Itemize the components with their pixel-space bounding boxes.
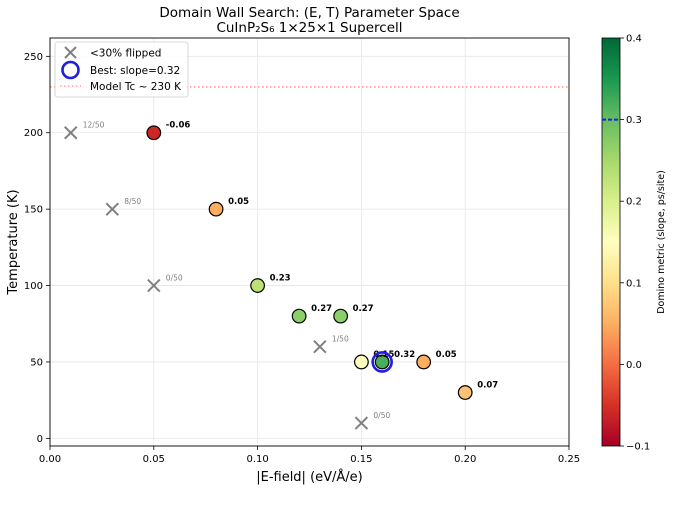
- x-tick-label: 0.20: [454, 454, 476, 465]
- flipped-value-label: 0.05: [436, 350, 457, 360]
- x-tick-label: 0.15: [350, 454, 372, 465]
- flipped-value-label: 0.27: [353, 304, 374, 314]
- flipped-point: [354, 354, 369, 370]
- legend-tc-label: Model Tc ~ 230 K: [90, 81, 182, 93]
- legend: <30% flipped Best: slope=0.32 Model Tc ~ 2…: [54, 41, 189, 98]
- flipped-value-label: 0.07: [477, 381, 498, 391]
- not-flipped-label: 8/50: [124, 197, 141, 206]
- not-flipped-point: [105, 202, 119, 216]
- cross-stroke: [354, 416, 369, 430]
- y-axis-label: Temperature (K): [6, 189, 21, 295]
- flipped-point: [291, 308, 307, 324]
- flipped-point: [333, 308, 349, 324]
- cross-stroke: [313, 339, 327, 354]
- plot-frame: [49, 37, 570, 447]
- legend-best-icon: [61, 60, 80, 80]
- x-tick-label: 0.25: [558, 454, 580, 465]
- flipped-point: [250, 278, 266, 293]
- x-tick-label: 0.10: [246, 454, 268, 465]
- best-marker: [371, 351, 393, 373]
- colorbar-tick-label: 0.2: [626, 197, 642, 208]
- y-tick-label: 50: [30, 357, 43, 368]
- legend-best-label: Best: slope=0.32: [90, 65, 180, 77]
- colorbar-tick-label: 0.4: [626, 34, 642, 45]
- legend-box: [54, 41, 189, 98]
- flipped-point: [416, 354, 432, 370]
- y-tick-label: 200: [24, 128, 43, 139]
- x-axis-label: |E-field| (eV/Å/e): [256, 469, 363, 485]
- legend-cross-icon: [64, 46, 77, 59]
- flipped-point: [374, 354, 390, 370]
- not-flipped-point: [354, 416, 369, 430]
- colorbar-tick-label: 0.1: [626, 278, 642, 289]
- flipped-value-label: 0.15: [373, 350, 394, 360]
- x-tick-label: 0.05: [143, 454, 165, 465]
- cross-stroke: [147, 278, 161, 293]
- not-flipped-label: 0/50: [166, 274, 183, 283]
- not-flipped-point: [147, 278, 161, 293]
- y-tick-label: 150: [24, 205, 43, 216]
- y-tick-label: 0: [37, 434, 43, 445]
- not-flipped-point: [313, 339, 327, 354]
- flipped-point: [457, 385, 473, 400]
- not-flipped-label: 1/50: [332, 335, 349, 344]
- chart-title: Domain Wall Search: (E, T) Parameter Spa…: [159, 5, 459, 21]
- legend-flipped-label: <30% flipped: [90, 48, 161, 60]
- flipped-value-label: 0.23: [270, 274, 291, 284]
- chart-subtitle: CuInP₂S₆ 1×25×1 Supercell: [216, 20, 402, 36]
- cross-stroke: [64, 126, 78, 140]
- colorbar-tick-label: 0.0: [626, 360, 642, 371]
- not-flipped-label: 0/50: [373, 411, 390, 420]
- flipped-point: [208, 201, 224, 217]
- flipped-value-label: 0.27: [311, 304, 332, 314]
- colorbar-tick-label: −0.1: [626, 442, 650, 453]
- colorbar-tick-label: 0.3: [626, 115, 642, 126]
- colorbar: [601, 37, 621, 447]
- y-tick-label: 250: [24, 52, 43, 63]
- not-flipped-label: 12/50: [83, 121, 105, 130]
- x-tick-label: 0.00: [39, 454, 61, 465]
- y-tick-label: 100: [24, 281, 43, 292]
- cross-stroke: [105, 202, 119, 216]
- flipped-value-label: -0.06: [166, 121, 191, 131]
- flipped-value-label: 0.32: [394, 350, 415, 360]
- colorbar-label: Domino metric (slope, ps/site): [656, 170, 667, 314]
- flipped-point: [146, 125, 162, 141]
- not-flipped-point: [64, 126, 78, 140]
- flipped-value-label: 0.05: [228, 197, 249, 207]
